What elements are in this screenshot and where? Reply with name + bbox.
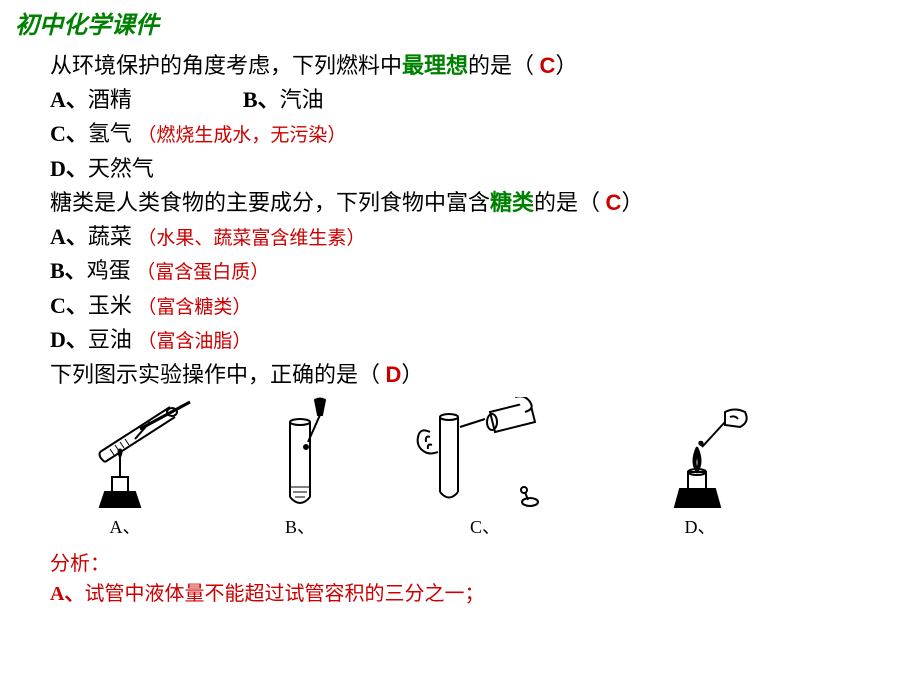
q2-stem-close: ） (621, 190, 643, 215)
q1-c-note: （燃烧生成水，无污染） (137, 125, 346, 146)
analysis-a-text: 试管中液体量不能超过试管容积的三分之一； (84, 583, 484, 605)
q1-c-text: 氢气 (88, 121, 132, 146)
diagram-a: A、 (50, 397, 200, 541)
q2-a-note: （水果、蔬菜富含维生素） (137, 228, 365, 249)
content-area: 从环境保护的角度考虑，下列燃料中最理想的是（ C） A、酒精 B、汽油 C、氢气… (0, 49, 920, 541)
q1-stem-close: ） (555, 53, 577, 78)
analysis-block: 分析： A、试管中液体量不能超过试管容积的三分之一； (0, 549, 920, 609)
diagram-c-svg (400, 397, 570, 512)
analysis-a-label: A、 (50, 583, 84, 605)
q2-stem-before: 糖类是人类食物的主要成分，下列食物中富含 (50, 190, 490, 215)
q2-c-note: （富含糖类） (137, 297, 251, 318)
q2-b-note: （富含蛋白质） (136, 262, 269, 283)
diagram-row: A、 B、 (50, 401, 900, 541)
analysis-a: A、试管中液体量不能超过试管容积的三分之一； (50, 579, 920, 609)
q2-row-a: A、蔬菜 （水果、蔬菜富含维生素） (50, 220, 900, 254)
diagram-a-label: A、 (110, 514, 141, 541)
q2-highlight: 糖类 (490, 190, 534, 215)
diagram-d-svg (630, 397, 770, 512)
q2-stem-after: 的是（ (534, 190, 606, 215)
q1-stem: 从环境保护的角度考虑，下列燃料中最理想的是（ C） (50, 49, 900, 82)
diagram-b-svg (260, 397, 340, 512)
analysis-title: 分析： (50, 549, 920, 579)
q1-row-d: D、天然气 (50, 152, 900, 185)
diagram-d: D、 (630, 397, 770, 541)
diagram-a-svg (50, 397, 200, 512)
q2-b-label: B、 (50, 258, 87, 283)
q3-stem: 下列图示实验操作中，正确的是（ D） (50, 358, 900, 391)
q1-b-text: 汽油 (280, 87, 324, 112)
q3-stem-close: ） (401, 362, 423, 387)
diagram-b-label: B、 (285, 514, 315, 541)
q2-d-label: D、 (50, 327, 88, 352)
q2-b-text: 鸡蛋 (87, 258, 131, 283)
page-header: 初中化学课件 (0, 0, 920, 48)
q1-highlight: 最理想 (402, 53, 468, 78)
q1-stem-before: 从环境保护的角度考虑，下列燃料中 (50, 53, 402, 78)
q1-row-ab: A、酒精 B、汽油 (50, 83, 900, 116)
q1-d-text: 天然气 (88, 156, 154, 181)
q2-a-label: A、 (50, 224, 88, 249)
q1-stem-after: 的是（ (468, 53, 540, 78)
q2-row-c: C、玉米 （富含糖类） (50, 289, 900, 323)
q1-row-c: C、氢气 （燃烧生成水，无污染） (50, 117, 900, 151)
diagram-c: C、 (400, 397, 570, 541)
q2-row-b: B、鸡蛋 （富含蛋白质） (50, 254, 900, 288)
q1-a-text: 酒精 (88, 87, 132, 112)
q2-row-d: D、豆油 （富含油脂） (50, 323, 900, 357)
q1-d-label: D、 (50, 156, 88, 181)
q2-c-text: 玉米 (88, 293, 132, 318)
q1-b-label: B、 (243, 87, 280, 112)
diagram-b: B、 (260, 397, 340, 541)
q2-d-text: 豆油 (88, 327, 132, 352)
q3-answer: D (386, 362, 402, 387)
diagram-c-label: C、 (470, 514, 500, 541)
diagram-d-label: D、 (685, 514, 716, 541)
q2-a-text: 蔬菜 (88, 224, 132, 249)
q2-stem: 糖类是人类食物的主要成分，下列食物中富含糖类的是（ C） (50, 186, 900, 219)
q1-c-label: C、 (50, 121, 88, 146)
q2-c-label: C、 (50, 293, 88, 318)
q2-answer: C (606, 190, 622, 215)
q1-a-label: A、 (50, 87, 88, 112)
q1-answer: C (540, 53, 556, 78)
q2-d-note: （富含油脂） (137, 331, 251, 352)
q3-stem-text: 下列图示实验操作中，正确的是（ (50, 362, 386, 387)
